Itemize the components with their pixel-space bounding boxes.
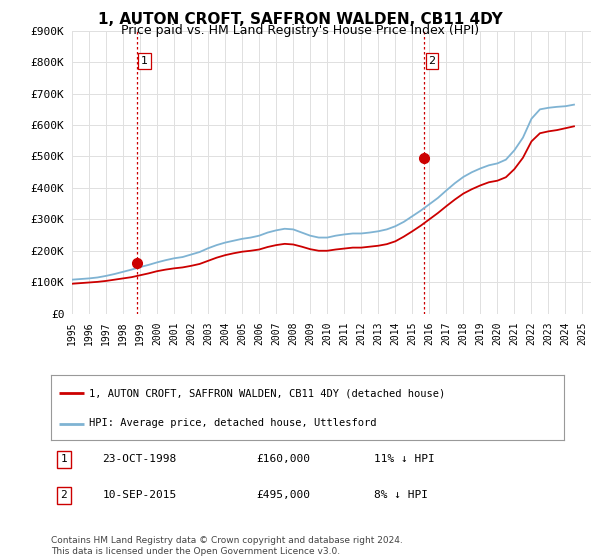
Text: 2: 2: [428, 56, 436, 66]
Text: Contains HM Land Registry data © Crown copyright and database right 2024.
This d: Contains HM Land Registry data © Crown c…: [51, 536, 403, 556]
Text: Price paid vs. HM Land Registry's House Price Index (HPI): Price paid vs. HM Land Registry's House …: [121, 24, 479, 36]
Text: 1, AUTON CROFT, SAFFRON WALDEN, CB11 4DY: 1, AUTON CROFT, SAFFRON WALDEN, CB11 4DY: [98, 12, 502, 27]
Text: 1: 1: [61, 454, 67, 464]
Text: 8% ↓ HPI: 8% ↓ HPI: [374, 491, 428, 501]
Text: HPI: Average price, detached house, Uttlesford: HPI: Average price, detached house, Uttl…: [89, 418, 377, 428]
Text: 2: 2: [61, 491, 67, 501]
Text: 1: 1: [141, 56, 148, 66]
Text: 11% ↓ HPI: 11% ↓ HPI: [374, 454, 435, 464]
Text: £160,000: £160,000: [256, 454, 310, 464]
Text: 1, AUTON CROFT, SAFFRON WALDEN, CB11 4DY (detached house): 1, AUTON CROFT, SAFFRON WALDEN, CB11 4DY…: [89, 388, 446, 398]
Text: 10-SEP-2015: 10-SEP-2015: [103, 491, 176, 501]
Text: 23-OCT-1998: 23-OCT-1998: [103, 454, 176, 464]
Text: £495,000: £495,000: [256, 491, 310, 501]
